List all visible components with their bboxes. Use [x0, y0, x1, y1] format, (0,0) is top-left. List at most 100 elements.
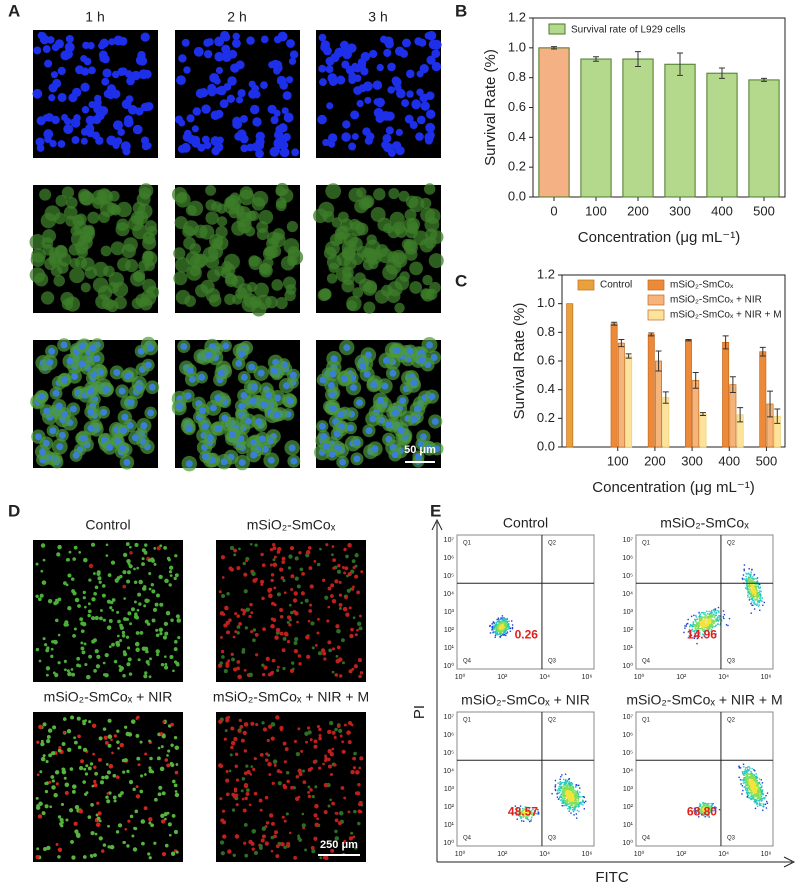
event-dot: [568, 781, 569, 782]
nucleus: [342, 120, 350, 128]
cell: [43, 637, 46, 640]
event-dot: [744, 787, 745, 788]
nucleus: [70, 406, 77, 413]
cell: [103, 727, 106, 730]
event-dot: [752, 580, 753, 581]
x-tick-label: 0: [550, 203, 557, 218]
cell: [306, 550, 310, 554]
cell: [275, 715, 279, 719]
cell: [221, 851, 225, 855]
nucleus: [341, 132, 351, 142]
quadrant-label: Q1: [642, 541, 651, 547]
cell: [332, 671, 335, 674]
nucleus: [86, 116, 96, 126]
nucleus: [94, 95, 101, 102]
cell: [73, 736, 76, 739]
cell: [233, 737, 237, 741]
cell: [176, 763, 179, 766]
cell: [346, 300, 356, 310]
cell: [109, 619, 113, 623]
cell: [222, 576, 225, 579]
cell: [319, 548, 322, 551]
event-dot: [742, 578, 743, 579]
cell: [254, 851, 258, 855]
cell: [169, 570, 172, 573]
event-dot: [765, 804, 766, 805]
cell: [81, 646, 85, 650]
cell: [360, 671, 363, 674]
cell: [99, 581, 102, 584]
event-dot: [703, 612, 704, 613]
cell: [85, 267, 97, 279]
cell: [67, 748, 71, 752]
nucleus: [37, 144, 45, 152]
nucleus: [71, 136, 79, 144]
event-dot: [766, 801, 767, 802]
nucleus: [268, 457, 275, 464]
cell: [314, 740, 318, 744]
event-dot: [573, 797, 574, 798]
event-dot: [749, 599, 750, 600]
x-tick-label: 10²: [497, 674, 508, 681]
cell: [352, 559, 356, 563]
event-dot: [576, 800, 577, 801]
legend-label: mSiO₂-SmCoₓ + NIR: [670, 295, 762, 306]
nucleus: [319, 78, 327, 86]
event-dot: [510, 631, 511, 632]
x-tick-label: 10⁰: [634, 673, 645, 681]
cell: [253, 628, 256, 631]
cell: [83, 855, 87, 859]
event-dot: [566, 805, 567, 806]
cell: [135, 734, 139, 738]
cell: [229, 208, 240, 219]
event-dot: [705, 623, 706, 624]
cell: [123, 617, 127, 621]
cell: [41, 543, 45, 547]
nucleus: [246, 36, 254, 44]
cell: [135, 648, 139, 652]
cell: [164, 818, 167, 821]
cell: [330, 583, 334, 587]
cell: [117, 576, 121, 580]
nucleus: [425, 136, 433, 144]
event-dot: [505, 622, 506, 623]
cell: [291, 661, 294, 664]
cell: [36, 797, 39, 800]
cell: [48, 781, 51, 784]
micrograph: [33, 540, 183, 682]
cell: [366, 234, 376, 244]
event-dot: [719, 615, 720, 616]
cell: [348, 810, 351, 813]
event-dot: [567, 798, 568, 799]
nucleus: [56, 403, 63, 410]
event-dot: [530, 820, 531, 821]
event-dot: [760, 805, 761, 806]
nucleus: [186, 114, 194, 122]
cell: [122, 634, 126, 638]
event-dot: [746, 578, 747, 579]
cell: [227, 849, 232, 854]
plot-frame: [457, 535, 594, 669]
cell: [349, 634, 353, 638]
nucleus: [88, 66, 96, 74]
nucleus: [80, 83, 89, 92]
nucleus: [147, 344, 154, 351]
cell: [112, 774, 116, 778]
event-dot: [687, 619, 688, 620]
event-dot: [571, 801, 572, 802]
nucleus: [341, 375, 348, 382]
nucleus: [289, 58, 296, 65]
y-tick-label: 10⁵: [443, 573, 454, 580]
event-dot: [585, 801, 586, 802]
cell: [51, 648, 54, 651]
x-tick-label: 400: [711, 203, 733, 218]
bar: [663, 398, 669, 447]
y-tick-label: 10⁴: [622, 591, 633, 598]
cell: [52, 725, 56, 729]
cell: [76, 657, 80, 661]
cell: [114, 799, 117, 802]
x-tick-label: 10⁶: [582, 674, 593, 681]
event-dot: [747, 595, 748, 596]
cell: [246, 788, 250, 792]
cell: [356, 223, 369, 236]
